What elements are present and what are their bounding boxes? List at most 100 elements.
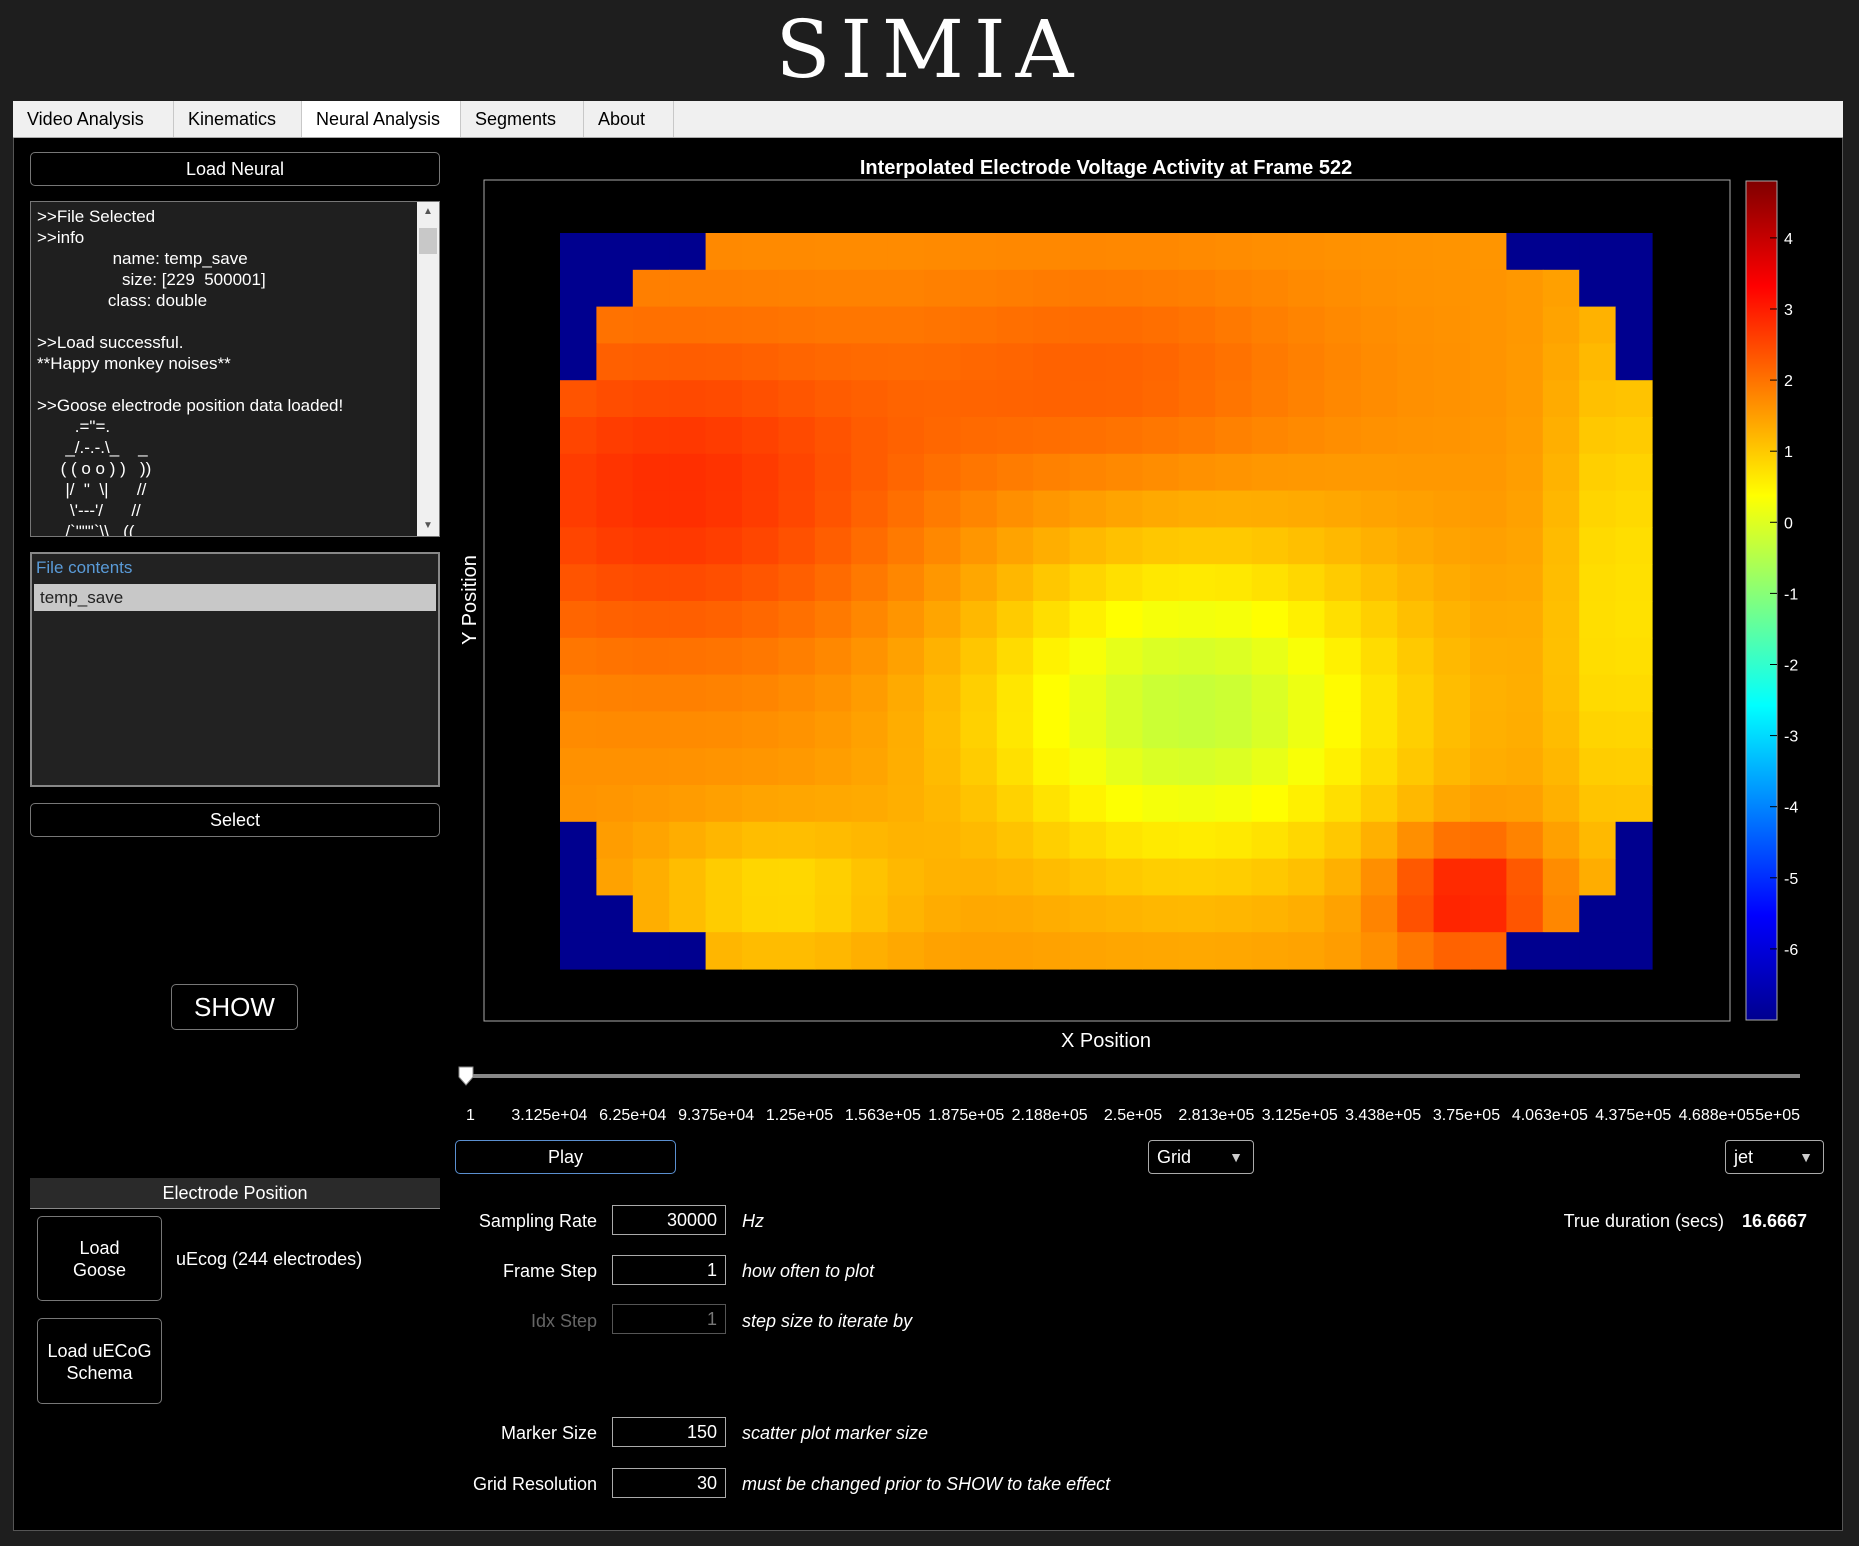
- log-scrollbar[interactable]: ▲ ▼: [417, 202, 439, 536]
- heatmap-cell: [1397, 380, 1435, 418]
- tab-about[interactable]: About: [584, 101, 674, 137]
- heatmap-cell: [851, 453, 889, 492]
- select-button[interactable]: Select: [30, 803, 440, 837]
- heatmap-cell: [1542, 306, 1580, 344]
- heatmap-cell: [1069, 637, 1107, 676]
- frame-slider-thumb[interactable]: [458, 1066, 474, 1086]
- heatmap-cell: [814, 637, 852, 676]
- heatmap-cell: [1178, 858, 1216, 896]
- heatmap-cell: [996, 674, 1034, 712]
- heatmap-cell: [596, 601, 634, 639]
- heatmap-cell: [887, 527, 925, 565]
- heatmap-cell: [851, 233, 889, 271]
- heatmap-cell: [1360, 490, 1398, 528]
- heatmap-cell: [1033, 637, 1071, 676]
- grid-resolution-input[interactable]: 30: [612, 1468, 726, 1498]
- sampling-rate-input[interactable]: 30000: [612, 1205, 726, 1235]
- heatmap-cell: [1324, 601, 1362, 639]
- log-textarea[interactable]: >>File Selected >>info name: temp_save s…: [30, 201, 440, 537]
- heatmap-cell: [705, 233, 743, 271]
- tab-neural-analysis[interactable]: Neural Analysis: [302, 101, 461, 137]
- heatmap-cell: [851, 895, 889, 933]
- heatmap-cell: [1579, 858, 1617, 896]
- heatmap-cell: [705, 380, 743, 418]
- heatmap-cell: [1251, 343, 1289, 381]
- heatmap-cell: [1615, 821, 1653, 860]
- colorbar-tick-label: 3: [1784, 302, 1793, 319]
- heatmap-cell: [1033, 821, 1071, 860]
- heatmap-cell: [1288, 748, 1325, 786]
- heatmap-cell: [851, 637, 889, 676]
- scroll-up-icon[interactable]: ▲: [423, 206, 433, 217]
- tab-kinematics[interactable]: Kinematics: [174, 101, 302, 137]
- heatmap-cell: [814, 233, 852, 271]
- play-button[interactable]: Play: [455, 1140, 676, 1174]
- heatmap-cell: [1106, 306, 1143, 344]
- heatmap-cell: [1178, 490, 1216, 528]
- heatmap-cell: [924, 269, 961, 308]
- heatmap-cell: [924, 564, 961, 602]
- heatmap-cell: [1033, 932, 1071, 970]
- heatmap-cell: [851, 490, 889, 528]
- grid-dropdown[interactable]: Grid ▼: [1148, 1140, 1254, 1174]
- load-goose-button[interactable]: Load Goose: [37, 1216, 162, 1301]
- heatmap-cell: [1397, 711, 1435, 749]
- heatmap-cell: [814, 821, 852, 860]
- frame-step-input[interactable]: 1: [612, 1255, 726, 1285]
- heatmap-cell: [1178, 564, 1216, 602]
- heatmap-cell: [996, 821, 1034, 860]
- heatmap-cell: [1542, 821, 1580, 860]
- idx-step-input[interactable]: 1: [612, 1304, 726, 1334]
- heatmap-cell: [1251, 637, 1289, 676]
- heatmap-cell: [924, 932, 961, 970]
- heatmap-cell: [1033, 343, 1071, 381]
- heatmap-cell: [560, 233, 597, 271]
- slider-tick-label: 1.875e+05: [928, 1107, 1004, 1124]
- heatmap-cell: [996, 564, 1034, 602]
- tab-video-analysis[interactable]: Video Analysis: [13, 101, 174, 137]
- marker-size-input[interactable]: 150: [612, 1417, 726, 1447]
- heatmap-cell: [1069, 858, 1107, 896]
- heatmap-cell: [560, 785, 597, 823]
- file-contents-listbox[interactable]: File contents temp_save: [30, 552, 440, 787]
- slider-tick-label: 4.688e+05: [1679, 1107, 1755, 1124]
- heatmap-cell: [1106, 527, 1143, 565]
- heatmap-cell: [1178, 748, 1216, 786]
- heatmap-cell: [596, 269, 634, 308]
- slider-tick-label: 3.75e+05: [1433, 1107, 1500, 1124]
- heatmap-cell: [669, 343, 707, 381]
- heatmap-cell: [1579, 306, 1617, 344]
- heatmap-cell: [1324, 343, 1362, 381]
- slider-tick-label: 3.125e+04: [511, 1107, 587, 1124]
- colormap-dropdown[interactable]: jet ▼: [1725, 1140, 1824, 1174]
- heatmap-cell: [960, 490, 998, 528]
- heatmap-cell: [1360, 564, 1398, 602]
- heatmap-cell: [1579, 821, 1617, 860]
- heatmap-cell: [1142, 306, 1180, 344]
- heatmap-cell: [632, 490, 670, 528]
- heatmap-cell: [669, 527, 707, 565]
- heatmap-cell: [924, 417, 961, 455]
- load-neural-button[interactable]: Load Neural: [30, 152, 440, 186]
- heatmap-cell: [924, 306, 961, 344]
- heatmap-cell: [1215, 637, 1253, 676]
- show-button[interactable]: SHOW: [171, 984, 298, 1030]
- heatmap-cell: [632, 269, 670, 308]
- heatmap-cell: [1579, 527, 1617, 565]
- heatmap-cell: [1251, 380, 1289, 418]
- load-uecog-schema-button[interactable]: Load uECoG Schema: [37, 1318, 162, 1404]
- scroll-down-icon[interactable]: ▼: [423, 520, 433, 531]
- heatmap-cell: [560, 417, 597, 455]
- heatmap-cell: [1033, 858, 1071, 896]
- heatmap-cell: [1324, 490, 1362, 528]
- heatmap-cell: [960, 858, 998, 896]
- tab-segments[interactable]: Segments: [461, 101, 584, 137]
- heatmap-cell: [924, 527, 961, 565]
- heatmap-cell: [814, 417, 852, 455]
- scroll-thumb[interactable]: [419, 228, 437, 254]
- heatmap-cell: [596, 932, 634, 970]
- heatmap-cell: [1106, 858, 1143, 896]
- heatmap-cell: [1106, 785, 1143, 823]
- list-item[interactable]: temp_save: [34, 584, 436, 611]
- heatmap-cell: [1142, 858, 1180, 896]
